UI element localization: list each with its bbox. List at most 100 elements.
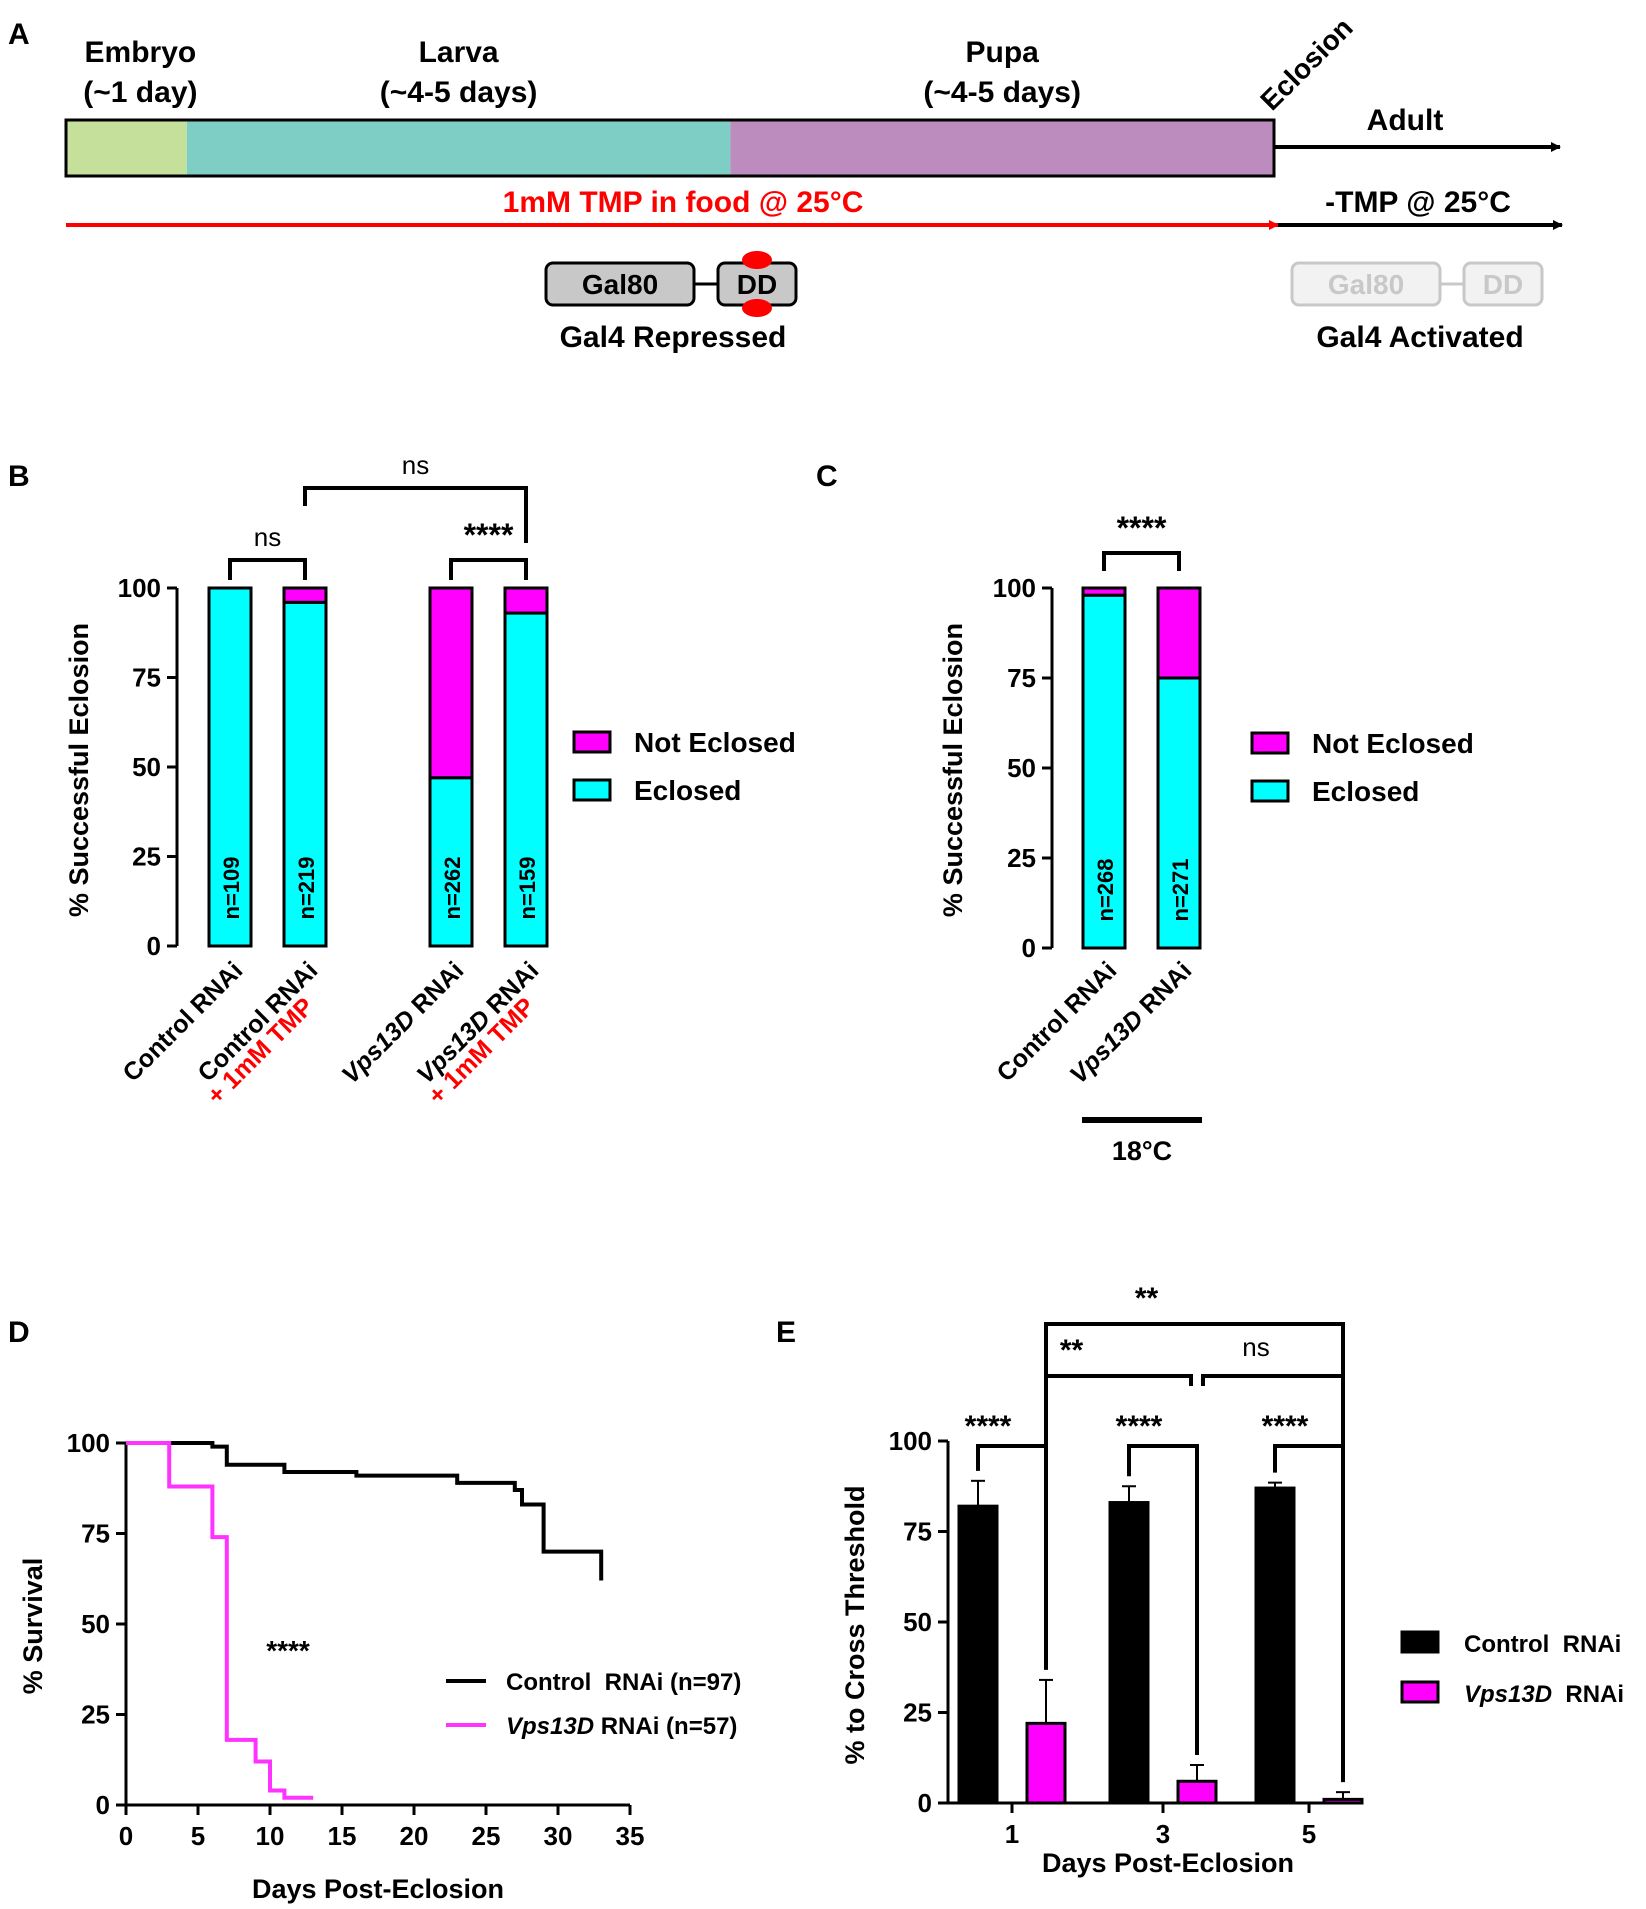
bar-eclosed: [207, 586, 253, 948]
tmp-label: 1mM TMP in food @ 25°C: [503, 186, 864, 219]
legend-label-vps13d-rest: RNAi (n=57): [594, 1713, 737, 1740]
bar-eclosed: [282, 600, 328, 948]
y-tick-label: 100: [67, 1428, 110, 1458]
no-tmp-label: -TMP @ 25°C: [1325, 186, 1511, 219]
x-tick-label: 1: [1005, 1819, 1019, 1849]
bar-eclosed: [1156, 676, 1202, 950]
significance-bracket: [1044, 1374, 1193, 1446]
panel-label-c: C: [816, 460, 838, 493]
stage-bar-embryo: [66, 120, 187, 176]
panel-b: B % Successful Eclosion 0 25 50 75 100 n=109 n…: [8, 450, 796, 1110]
legend-label-vps13d-italic: Vps13D: [506, 1713, 594, 1740]
significance-bracket: [1273, 1444, 1345, 1783]
y-axis-title: % to Cross Threshold: [840, 1485, 870, 1764]
tmp-molecule: [742, 299, 772, 317]
y-axis-title: % Successful Eclosion: [938, 623, 968, 917]
x-tick-label: 35: [616, 1821, 645, 1851]
legend-swatch-control: [1400, 1630, 1440, 1654]
x-tick-label: 5: [1302, 1819, 1316, 1849]
legend-label-eclosed: Eclosed: [634, 775, 741, 806]
x-tick-label: 25: [472, 1821, 501, 1851]
bar-not-eclosed: [1156, 586, 1202, 680]
x-tick-label: 5: [191, 1821, 205, 1851]
significance-label: ****: [1117, 510, 1167, 546]
significance-label: ns: [1242, 1332, 1269, 1362]
y-tick-label: 100: [889, 1426, 932, 1456]
legend-label-not-eclosed: Not Eclosed: [634, 727, 796, 758]
stage-name: Larva: [419, 36, 499, 69]
y-tick-label: 0: [147, 931, 161, 961]
panel-e: E % to Cross Threshold Days Post-Eclosio…: [776, 1282, 1624, 1878]
stage-name: Pupa: [966, 36, 1040, 69]
y-tick-label: 50: [903, 1607, 932, 1637]
y-tick-label: 25: [132, 842, 161, 872]
stage-bar-larva: [186, 120, 731, 176]
legend-label-vps13d: Vps13D RNAi (n=57): [506, 1713, 737, 1740]
y-tick-label: 75: [81, 1519, 110, 1549]
legend-b: Not Eclosed Eclosed: [572, 727, 796, 806]
n-count-label: n=109: [219, 857, 244, 920]
bar-eclosed: [1081, 593, 1127, 950]
bar-control: [1254, 1486, 1296, 1805]
y-tick-label: 50: [132, 752, 161, 782]
legend-swatch-not-eclosed: [572, 730, 612, 754]
n-count-label: n=262: [440, 857, 465, 920]
n-count-label: n=219: [294, 857, 319, 920]
legend-swatch-eclosed: [1250, 779, 1290, 803]
bar-vps13d: [1025, 1721, 1067, 1805]
y-tick-label: 0: [1022, 933, 1036, 963]
significance-label: **: [1060, 1334, 1084, 1367]
panel-d: D % Survival Days Post-Eclosion 02550751…: [8, 1316, 741, 1904]
x-tick-label: 10: [256, 1821, 285, 1851]
x-category-rest: RNAi: [1129, 956, 1197, 1024]
bar-not-eclosed: [503, 586, 549, 615]
legend-d: Control RNAi (n=97) Vps13D RNAi (n=57): [446, 1669, 741, 1740]
legend-label-eclosed: Eclosed: [1312, 776, 1419, 807]
y-tick-label: 100: [993, 573, 1036, 603]
legend-c: Not Eclosed Eclosed: [1250, 728, 1474, 807]
legend-e: Control RNAi Vps13D RNAi: [1400, 1630, 1624, 1708]
y-tick-label: 0: [96, 1790, 110, 1820]
n-count-label: n=159: [515, 857, 540, 920]
significance-bracket: [1102, 551, 1181, 571]
legend-swatch-not-eclosed: [1250, 731, 1290, 755]
legend-label-control: Control RNAi (n=97): [506, 1669, 741, 1696]
y-tick-label: 25: [1007, 843, 1036, 873]
y-tick-label: 50: [81, 1609, 110, 1639]
tmp-molecule: [742, 251, 772, 269]
significance-bracket: [1044, 1322, 1345, 1376]
bar-not-eclosed: [282, 586, 328, 604]
y-tick-label: 75: [903, 1517, 932, 1547]
y-tick-label: 25: [81, 1700, 110, 1730]
n-count-label: n=268: [1093, 859, 1118, 922]
y-axis-title: % Successful Eclosion: [64, 623, 94, 917]
x-category-italic: Vps13D: [336, 1005, 421, 1090]
y-tick-label: 25: [903, 1698, 932, 1728]
panel-label-d: D: [8, 1316, 30, 1349]
dd-label: DD: [737, 269, 777, 300]
significance-label: ns: [402, 450, 429, 480]
y-tick-label: 0: [918, 1788, 932, 1818]
n-count-label: n=271: [1168, 859, 1193, 922]
x-category-rest: RNAi: [401, 956, 469, 1024]
legend-label-not-eclosed: Not Eclosed: [1312, 728, 1474, 759]
stage-duration: (~4-5 days): [380, 76, 538, 109]
gal80-label: Gal80: [582, 269, 658, 300]
eclosion-label: Eclosion: [1254, 12, 1358, 116]
significance-label: ****: [1262, 1410, 1309, 1443]
significance-annotation: ****: [266, 1635, 310, 1666]
gal80-dd-construct-repressed: Gal80 DD: [544, 251, 798, 317]
temperature-group-label: 18°C: [1112, 1136, 1172, 1166]
x-tick-label: 20: [400, 1821, 429, 1851]
survival-curve-control: [126, 1441, 604, 1581]
gal80-dd-construct-degraded: Gal80 DD: [1290, 261, 1544, 307]
bar-vps13d: [1176, 1779, 1218, 1805]
y-tick-label: 75: [1007, 663, 1036, 693]
stage-duration: (~1 day): [83, 76, 197, 109]
legend-label-vps13d-rest: RNAi: [1552, 1681, 1624, 1708]
y-tick-label: 75: [132, 663, 161, 693]
panel-a: A Embryo (~1 day) Larva (~4-5 days) Pupa (~4-…: [8, 12, 1563, 354]
stage-bar-pupa: [730, 120, 1274, 176]
